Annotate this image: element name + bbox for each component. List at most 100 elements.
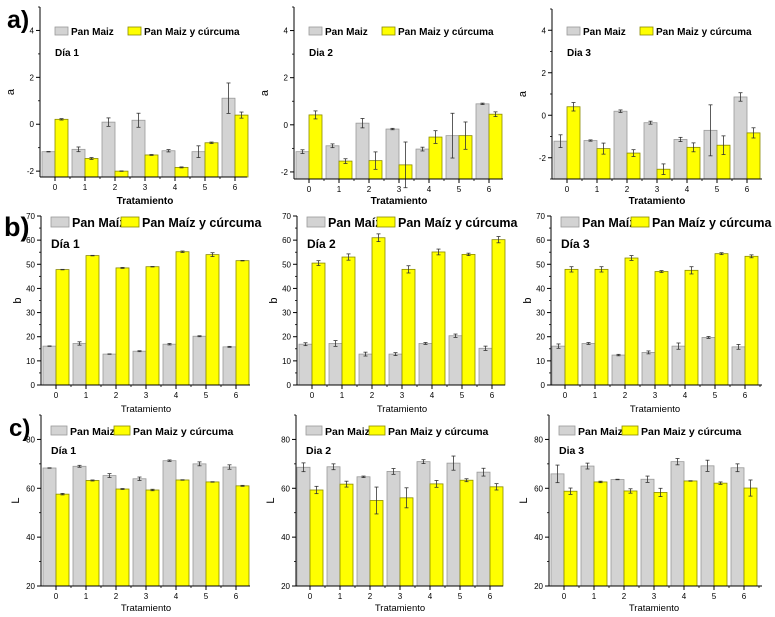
y-axis-title: a — [5, 88, 17, 95]
x-tick-label: 1 — [338, 592, 343, 601]
bar-pan-maiz-2 — [101, 121, 116, 178]
bar-pan-maiz-curcuma-2 — [115, 488, 130, 587]
x-tick-label: 5 — [712, 592, 717, 601]
x-tick-label: 2 — [625, 185, 630, 194]
bar-pan-maiz-curcuma-6 — [746, 132, 761, 180]
y-tick-label: 40 — [281, 533, 290, 542]
legend-swatch-pan-maiz — [560, 216, 580, 228]
legend-label-pan-maiz: Pan Maiz — [578, 426, 623, 438]
bar-pan-maiz-curcuma-5 — [713, 482, 728, 587]
error-bar-pan-maiz-6 — [227, 464, 232, 470]
error-bar-pan-maiz-1 — [586, 342, 591, 345]
bar-pan-maiz-curcuma-0 — [566, 106, 581, 180]
bar-pan-maiz-curcuma-1 — [85, 480, 100, 587]
bar-pan-maiz-curcuma-6 — [488, 113, 503, 180]
y-tick-label: 50 — [282, 260, 291, 269]
error-bar-pan-maiz-curcuma-2 — [631, 149, 636, 157]
error-bar-pan-maiz-5 — [705, 459, 710, 472]
bar-pan-maiz-5 — [700, 465, 715, 587]
x-axis-title: Tratamiento — [375, 603, 425, 614]
y-tick-label: 2 — [542, 69, 547, 78]
y-tick-label: 60 — [536, 236, 545, 245]
legend-swatch-pan-maiz — [50, 425, 68, 436]
x-tick-label: 3 — [398, 592, 403, 601]
x-axis-title: Tratamiento — [117, 196, 174, 207]
y-tick-label: 0 — [284, 121, 289, 130]
bar-pan-maiz-curcuma-6 — [235, 260, 250, 386]
error-bar-pan-maiz-4 — [166, 149, 171, 153]
x-tick-label: 5 — [204, 592, 209, 601]
error-bar-pan-maiz-1 — [331, 463, 336, 471]
bar-pan-maiz-6 — [731, 346, 746, 386]
x-tick-label: 3 — [144, 592, 149, 601]
error-bar-pan-maiz-curcuma-4 — [436, 248, 441, 256]
error-bar-pan-maiz-5 — [196, 145, 201, 158]
bar-pan-maiz-6 — [476, 471, 491, 587]
error-bar-pan-maiz-0 — [301, 462, 306, 473]
bar-pan-maiz-curcuma-2 — [624, 257, 639, 386]
bar-pan-maiz-curcuma-6 — [743, 487, 758, 587]
bar-pan-maiz-curcuma-0 — [563, 490, 578, 587]
error-bar-pan-maiz-1 — [77, 341, 82, 346]
y-tick-label: 4 — [284, 27, 289, 36]
y-axis-title: b — [268, 297, 280, 303]
y-tick-label: 10 — [536, 357, 545, 366]
panel-title-dia: Día 1 — [55, 48, 79, 59]
chart-panel-b-3: 0 10 20 30 40 50 60 70 0 1 2 3 4 5 6 Tratamiento b Pan Ma… — [522, 212, 773, 415]
x-tick-label: 4 — [683, 391, 688, 400]
y-tick-label: 80 — [26, 435, 35, 444]
x-axis-title: Tratamiento — [630, 404, 680, 415]
error-bar-pan-maiz-4 — [421, 459, 426, 465]
bar-pan-maiz-curcuma-6 — [489, 486, 504, 587]
x-tick-label: 4 — [682, 592, 687, 601]
bar-pan-maiz-0 — [42, 345, 57, 386]
x-tick-label: 1 — [84, 391, 89, 400]
x-tick-label: 2 — [113, 183, 118, 192]
x-tick-label: 0 — [562, 592, 567, 601]
error-bar-pan-maiz-curcuma-6 — [240, 484, 245, 487]
x-tick-label: 6 — [233, 183, 238, 192]
y-tick-label: 60 — [281, 484, 290, 493]
bar-pan-maiz-curcuma-3 — [653, 492, 668, 587]
legend-swatch-pan-maiz — [50, 216, 70, 228]
legend-swatch-pan-maiz-curcuma — [639, 26, 654, 36]
bar-pan-maiz-curcuma-3 — [654, 271, 669, 386]
x-tick-label: 2 — [367, 185, 372, 194]
x-tick-label: 6 — [487, 185, 492, 194]
error-bar-pan-maiz-3 — [136, 112, 141, 128]
bar-pan-maiz-2 — [355, 122, 370, 180]
error-bar-pan-maiz-6 — [738, 92, 743, 102]
bar-pan-maiz-4 — [670, 461, 685, 587]
bar-pan-maiz-6 — [222, 466, 237, 587]
x-axis-title: Tratamiento — [121, 404, 171, 415]
error-bar-pan-maiz-6 — [480, 102, 485, 105]
bar-pan-maiz-curcuma-5 — [461, 253, 476, 386]
bar-pan-maiz-1 — [325, 145, 340, 180]
bar-pan-maiz-1 — [583, 140, 598, 180]
panel-title-dia: Día 1 — [51, 445, 76, 457]
error-bar-pan-maiz-4 — [423, 342, 428, 345]
error-bar-pan-maiz-6 — [735, 463, 740, 473]
legend-swatch-pan-maiz — [306, 216, 326, 228]
error-bar-pan-maiz-curcuma-4 — [434, 480, 439, 488]
bar-pan-maiz-6 — [730, 467, 745, 587]
legend-label-pan-maiz-curcuma: Pan Maíz y cúrcuma — [652, 216, 773, 230]
bar-pan-maiz-curcuma-1 — [594, 268, 609, 386]
legend-swatch-pan-maiz-curcuma — [381, 26, 396, 36]
error-bar-pan-maiz-curcuma-3 — [403, 141, 408, 189]
legend: Pan Maiz Pan Maiz y cúrcuma — [308, 26, 494, 38]
x-tick-label: 3 — [652, 592, 657, 601]
error-bar-pan-maiz-curcuma-6 — [496, 236, 501, 244]
error-bar-pan-maiz-2 — [361, 475, 366, 478]
error-bar-pan-maiz-5 — [197, 461, 202, 467]
bar-pan-maiz-curcuma-2 — [371, 237, 386, 386]
legend-label-pan-maiz: Pan Maíz — [582, 216, 636, 230]
y-tick-label: 20 — [536, 333, 545, 342]
x-tick-label: 3 — [397, 185, 402, 194]
bar-pan-maiz-6 — [222, 346, 237, 386]
bar-pan-maiz-curcuma-0 — [564, 268, 579, 386]
error-bar-pan-maiz-curcuma-1 — [598, 480, 603, 484]
